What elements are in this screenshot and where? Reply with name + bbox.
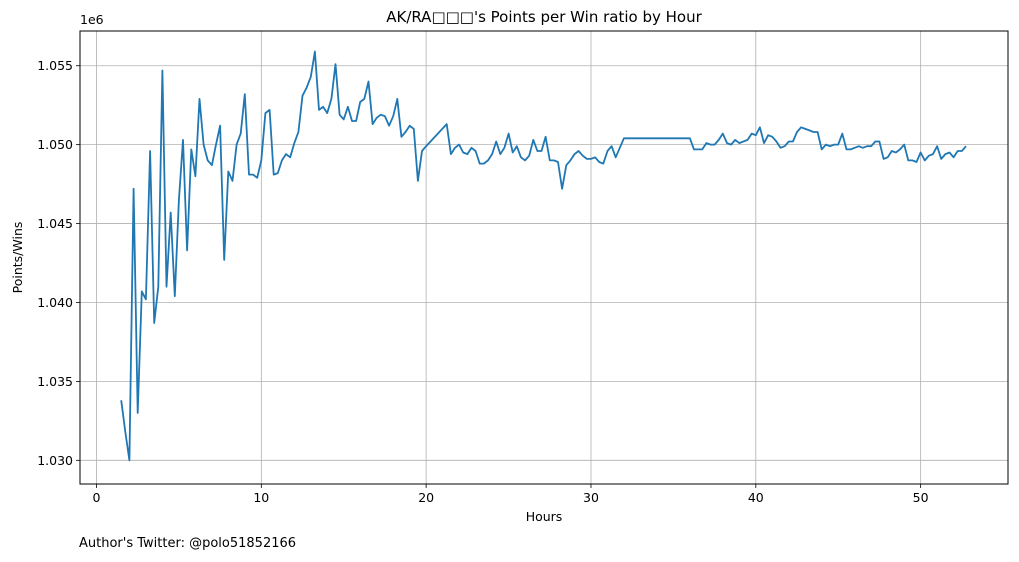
grid-lines xyxy=(80,31,1008,484)
x-tick-label: 10 xyxy=(253,490,269,505)
x-tick-label: 0 xyxy=(93,490,101,505)
y-axis-offset-label: 1e6 xyxy=(80,12,104,27)
y-tick-label: 1.040 xyxy=(37,295,73,310)
x-tick-label: 20 xyxy=(418,490,434,505)
series-line-layer xyxy=(120,50,967,462)
y-axis-ticks: 1.030 1.035 1.040 1.045 1.050 1.055 xyxy=(37,58,80,468)
plot-frame xyxy=(79,30,1009,485)
y-tick-label: 1.030 xyxy=(37,453,73,468)
y-tick-label: 1.050 xyxy=(37,137,73,152)
y-tick-label: 1.035 xyxy=(37,374,73,389)
x-axis-label: Hours xyxy=(526,509,563,524)
y-tick-label: 1.045 xyxy=(37,216,73,231)
x-tick-label: 30 xyxy=(583,490,599,505)
y-tick-label: 1.055 xyxy=(37,58,73,73)
x-axis-ticks: 0 10 20 30 40 50 xyxy=(93,484,929,505)
x-tick-label: 50 xyxy=(913,490,929,505)
chart-title: AK/RA□□□'s Points per Win ratio by Hour xyxy=(386,8,702,26)
author-twitter-footnote: Author's Twitter: @polo51852166 xyxy=(79,536,297,551)
series-line-0 xyxy=(120,50,967,462)
y-axis-label: Points/Wins xyxy=(10,222,25,294)
x-tick-label: 40 xyxy=(748,490,764,505)
